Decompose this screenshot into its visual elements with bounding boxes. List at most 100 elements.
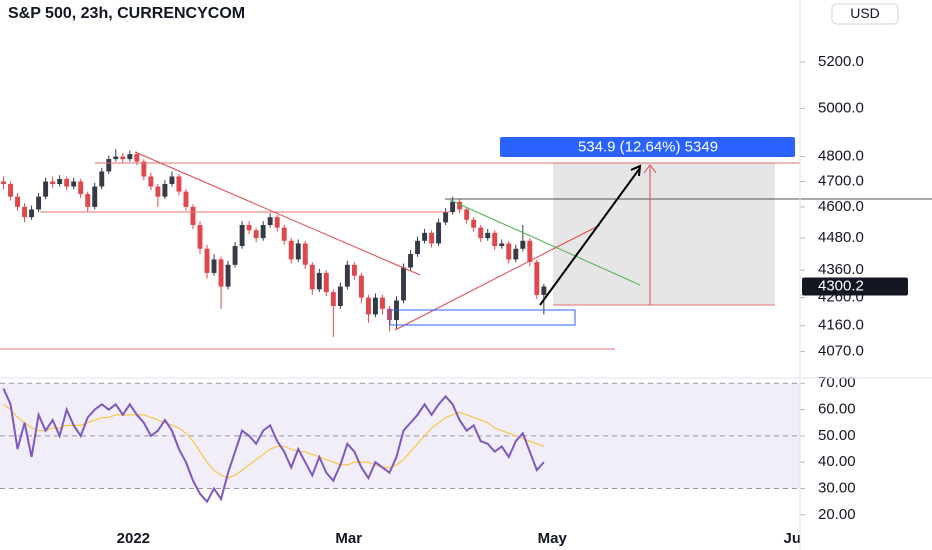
projection-arrow bbox=[539, 167, 641, 306]
candle-body bbox=[22, 206, 28, 218]
candle-body bbox=[36, 196, 42, 210]
candle-body bbox=[365, 297, 371, 315]
y-tick-label: 50.00 bbox=[818, 427, 856, 444]
chart-title: S&P 500, 23h, CURRENCYCOM bbox=[8, 5, 245, 22]
candle-body bbox=[309, 264, 315, 290]
measure-label-box bbox=[500, 137, 795, 157]
measure-box bbox=[553, 163, 775, 305]
last-price-box bbox=[802, 277, 908, 296]
candle-body bbox=[478, 227, 484, 239]
candle-body bbox=[169, 176, 175, 184]
candle-body bbox=[211, 259, 217, 273]
candle-body bbox=[8, 183, 13, 197]
candle-body bbox=[127, 154, 133, 160]
candle-body bbox=[225, 264, 231, 287]
panels: 5200.0 5000.0 4800.0 4700.0 4600.0 4480.0 4360… bbox=[0, 53, 908, 547]
candle-body bbox=[204, 248, 210, 273]
last-price-label: 4300.2 bbox=[818, 278, 864, 295]
y-tick-label: 4360.0 bbox=[818, 261, 864, 278]
y-tick-label: 4700.0 bbox=[818, 172, 864, 189]
arrow-head bbox=[643, 164, 657, 174]
candle-body bbox=[190, 206, 196, 226]
candle-body bbox=[358, 275, 364, 298]
candle-body bbox=[232, 246, 238, 265]
candle-body bbox=[281, 227, 287, 241]
candle-body bbox=[344, 264, 350, 287]
candle-body bbox=[71, 181, 77, 187]
trend-line bbox=[449, 199, 641, 286]
candle-body bbox=[253, 230, 259, 239]
y-tick-label: 20.00 bbox=[818, 506, 856, 523]
y-tick-label: 4070.0 bbox=[818, 343, 864, 360]
candle-body bbox=[506, 243, 512, 260]
candle-body bbox=[64, 178, 70, 187]
candle-body bbox=[141, 161, 147, 177]
candle-body bbox=[513, 248, 519, 260]
candle-body bbox=[274, 217, 280, 228]
candle-body bbox=[197, 225, 203, 249]
x-tick-label: Mar bbox=[335, 530, 362, 547]
candle-body bbox=[464, 209, 470, 220]
candle-body bbox=[239, 225, 245, 247]
drawings bbox=[0, 137, 932, 350]
candle-body bbox=[246, 225, 252, 231]
trend-line bbox=[134, 151, 421, 276]
arrow-head bbox=[630, 164, 642, 177]
candle-body bbox=[99, 171, 105, 187]
candle-body bbox=[380, 297, 385, 309]
candle-body bbox=[387, 308, 392, 321]
y-tick-label: 4600.0 bbox=[818, 198, 864, 215]
y-tick-label: 4800.0 bbox=[818, 148, 864, 165]
y-tick-label: 4480.0 bbox=[818, 229, 864, 246]
candle-body bbox=[316, 272, 322, 290]
zone-box bbox=[389, 309, 576, 326]
candle-body bbox=[162, 183, 168, 197]
candle-body bbox=[295, 243, 301, 260]
candle-body bbox=[106, 159, 112, 172]
candle-body bbox=[218, 259, 224, 287]
candle-body bbox=[85, 194, 91, 207]
candle-body bbox=[134, 154, 140, 162]
trend-line bbox=[394, 224, 601, 331]
candle-body bbox=[50, 181, 56, 184]
y-tick-label: 4160.0 bbox=[818, 317, 864, 334]
y-tick-label: 60.00 bbox=[818, 401, 856, 418]
currency-label[interactable]: USD bbox=[850, 5, 880, 21]
candle-body bbox=[288, 240, 294, 260]
candle-body bbox=[29, 209, 35, 218]
y-tick-label: 30.00 bbox=[818, 479, 856, 496]
candle-body bbox=[323, 272, 329, 293]
candle-body bbox=[408, 254, 413, 268]
x-tick-label: May bbox=[538, 530, 568, 547]
candle-body bbox=[443, 212, 449, 223]
candle-body bbox=[43, 181, 49, 197]
candle-body bbox=[1, 181, 6, 184]
candle-body bbox=[527, 240, 533, 263]
candle-body bbox=[429, 232, 435, 244]
candle-body bbox=[148, 176, 154, 187]
candle-body bbox=[471, 219, 477, 228]
candle-body bbox=[422, 232, 428, 241]
candle-body bbox=[450, 201, 456, 213]
candle-body bbox=[401, 267, 406, 301]
candle-body bbox=[183, 191, 189, 207]
candle-body bbox=[57, 178, 63, 184]
y-tick-label: 70.00 bbox=[818, 374, 856, 391]
currency-button[interactable] bbox=[831, 3, 899, 25]
x-tick-label: 2022 bbox=[117, 530, 150, 547]
candle-body bbox=[78, 181, 84, 195]
candle-body bbox=[120, 156, 126, 160]
candle-body bbox=[534, 262, 540, 295]
measure-label: 534.9 (12.64%) 5349 bbox=[578, 138, 718, 155]
candle-body bbox=[492, 232, 498, 247]
indicator-line bbox=[2, 388, 545, 504]
indicator-line bbox=[3, 403, 545, 479]
candle-body bbox=[436, 222, 442, 244]
candle-body bbox=[351, 264, 357, 276]
candle-body bbox=[92, 186, 98, 207]
candle-body bbox=[330, 292, 336, 306]
candle-body bbox=[337, 286, 343, 306]
y-tick-label: 5200.0 bbox=[818, 53, 864, 70]
